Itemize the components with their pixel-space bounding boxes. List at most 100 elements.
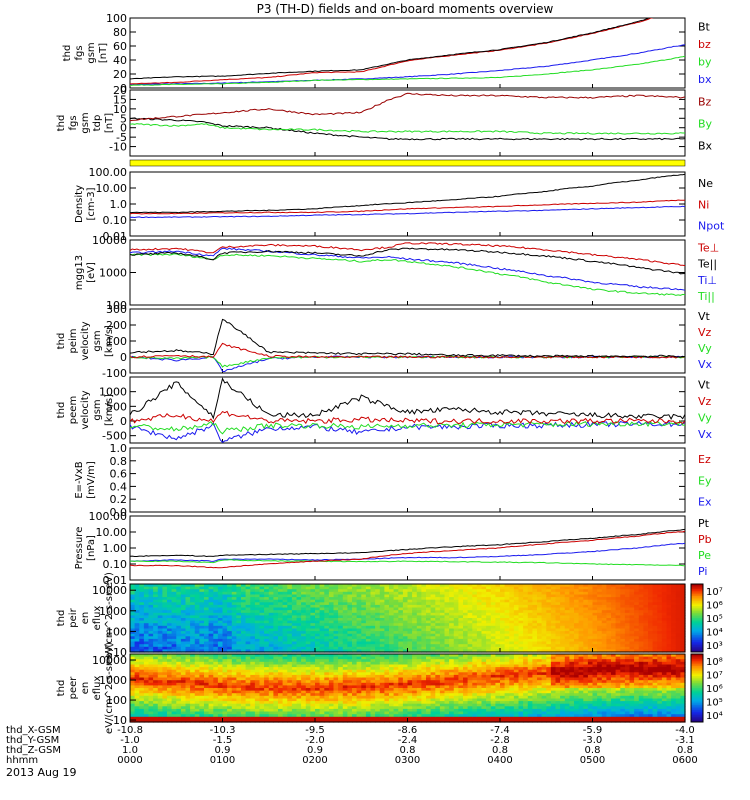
spectrogram-cell-peer-spectrogram <box>319 714 325 718</box>
y-tick-label-fgs-gsm: 0 <box>120 82 127 95</box>
spectrogram-cell-peer-spectrogram <box>333 674 339 679</box>
spectrogram-cell-peir-spectrogram <box>648 599 654 603</box>
spectrogram-cell-peir-spectrogram <box>601 633 607 637</box>
spectrogram-cell-peer-spectrogram <box>287 669 293 673</box>
spectrogram-cell-peir-spectrogram <box>282 589 288 593</box>
spectrogram-cell-peir-spectrogram <box>134 612 140 616</box>
spectrogram-cell-peir-spectrogram <box>583 599 589 603</box>
y-tick-label-density: 1.0 <box>110 198 128 211</box>
spectrogram-cell-peer-spectrogram <box>222 672 228 676</box>
spectrogram-cell-peer-spectrogram <box>217 708 224 713</box>
spectrogram-cell-peir-spectrogram <box>648 589 654 593</box>
spectrogram-cell-peir-spectrogram <box>199 620 205 624</box>
spectrogram-cell-peir-spectrogram <box>393 597 399 601</box>
panel-frame-fgs-gsm <box>129 17 686 89</box>
spectrogram-cell-peir-spectrogram <box>532 584 538 588</box>
spectrogram-cell-peir-spectrogram <box>481 646 487 650</box>
spectrogram-cell-peir-spectrogram <box>634 636 640 640</box>
spectrogram-cell-peir-spectrogram <box>518 594 524 598</box>
spectrogram-cell-peir-spectrogram <box>167 636 173 640</box>
spectrogram-cell-peer-spectrogram <box>291 719 298 723</box>
spectrogram-cell-peer-spectrogram <box>264 698 270 702</box>
spectrogram-cell-peir-spectrogram <box>458 615 464 619</box>
spectrogram-cell-peir-spectrogram <box>546 604 552 609</box>
spectrogram-cell-peir-spectrogram <box>171 628 177 632</box>
spectrogram-cell-peir-spectrogram <box>204 607 210 611</box>
spectrogram-cell-peir-spectrogram <box>620 636 626 640</box>
spectrogram-cell-peer-spectrogram <box>393 682 399 686</box>
spectrogram-cell-peir-spectrogram <box>666 636 672 640</box>
spectrogram-cell-peir-spectrogram <box>236 618 242 622</box>
y-tick-label-fgs-tdp: -5 <box>116 131 127 144</box>
spectrogram-cell-peir-spectrogram <box>643 646 649 650</box>
spectrogram-cell-peer-spectrogram <box>153 688 159 692</box>
colorbar-cell-peir-spectrogram <box>691 612 703 616</box>
spectrogram-cell-peir-spectrogram <box>592 602 598 606</box>
spectrogram-cell-peir-spectrogram <box>259 597 265 601</box>
spectrogram-cell-peer-spectrogram <box>278 674 284 679</box>
spectrogram-cell-peir-spectrogram <box>435 633 441 637</box>
spectrogram-cell-peir-spectrogram <box>222 620 228 624</box>
spectrogram-cell-peir-spectrogram <box>661 644 668 648</box>
spectrogram-cell-peir-spectrogram <box>241 625 247 629</box>
spectrogram-cell-peir-spectrogram <box>555 591 561 595</box>
spectrogram-cell-peer-spectrogram <box>291 708 298 713</box>
spectrogram-cell-peer-spectrogram <box>268 682 274 686</box>
spectrogram-cell-peir-spectrogram <box>541 638 547 643</box>
spectrogram-cell-peer-spectrogram <box>204 685 210 689</box>
spectrogram-cell-peir-spectrogram <box>495 618 501 622</box>
spectrogram-cell-peer-spectrogram <box>241 682 247 686</box>
spectrogram-cell-peir-spectrogram <box>564 584 570 588</box>
spectrogram-cell-peir-spectrogram <box>153 628 159 632</box>
spectrogram-cell-peir-spectrogram <box>504 646 510 650</box>
spectrogram-cell-peir-spectrogram <box>671 625 677 629</box>
spectrogram-cell-peer-spectrogram <box>342 701 348 705</box>
spectrogram-cell-peir-spectrogram <box>661 602 668 606</box>
spectrogram-cell-peir-spectrogram <box>490 586 496 590</box>
spectrogram-cell-peir-spectrogram <box>342 625 348 629</box>
spectrogram-cell-peir-spectrogram <box>643 633 649 637</box>
spectrogram-cell-peer-spectrogram <box>328 693 335 697</box>
spectrogram-cell-peir-spectrogram <box>523 649 529 653</box>
spectrogram-cell-peir-spectrogram <box>384 644 390 648</box>
spectrogram-cell-peir-spectrogram <box>537 644 543 648</box>
spectrogram-cell-peir-spectrogram <box>153 589 159 593</box>
y-tick-label-temperature: 1000 <box>99 267 127 280</box>
spectrogram-cell-peir-spectrogram <box>208 631 214 635</box>
spectrogram-cell-peer-spectrogram <box>268 706 274 710</box>
spectrogram-cell-peer-spectrogram <box>268 685 274 689</box>
spectrogram-cell-peer-spectrogram <box>291 667 298 671</box>
spectrogram-cell-peir-spectrogram <box>416 628 422 632</box>
spectrogram-cell-peir-spectrogram <box>472 594 478 598</box>
spectrogram-cell-peir-spectrogram <box>430 623 436 627</box>
colorbar-cell-peir-spectrogram <box>691 636 703 639</box>
spectrogram-cell-peir-spectrogram <box>583 649 589 653</box>
spectrogram-cell-peir-spectrogram <box>301 620 307 624</box>
y-tick-label-peir-spectrogram: 1000 <box>99 605 127 618</box>
spectrogram-cell-peer-spectrogram <box>347 680 353 684</box>
spectrogram-cell-peir-spectrogram <box>430 631 436 635</box>
spectrogram-cell-peir-spectrogram <box>472 623 478 627</box>
spectrogram-cell-peir-spectrogram <box>231 631 237 635</box>
spectrogram-cell-peir-spectrogram <box>241 612 247 616</box>
spectrogram-cell-peir-spectrogram <box>416 586 422 590</box>
spectrogram-cell-peer-spectrogram <box>259 659 265 663</box>
spectrogram-cell-peir-spectrogram <box>398 584 404 588</box>
spectrogram-cell-peir-spectrogram <box>365 636 372 640</box>
spectrogram-cell-peer-spectrogram <box>365 695 372 699</box>
spectrogram-cell-peer-spectrogram <box>162 708 168 713</box>
spectrogram-cell-peir-spectrogram <box>680 610 686 614</box>
spectrogram-cell-peir-spectrogram <box>634 586 640 590</box>
spectrogram-cell-peir-spectrogram <box>611 607 617 611</box>
spectrogram-cell-peir-spectrogram <box>231 620 237 624</box>
spectrogram-cell-peer-spectrogram <box>273 714 279 718</box>
series-group-fgs-tdp <box>130 92 685 141</box>
spectrogram-cell-peir-spectrogram <box>148 628 154 632</box>
spectrogram-cell-peir-spectrogram <box>426 646 432 650</box>
spectrogram-cell-peir-spectrogram <box>624 597 631 601</box>
spectrogram-cell-peir-spectrogram <box>143 586 150 590</box>
spectrogram-cell-peir-spectrogram <box>624 610 631 614</box>
spectrogram-cell-peir-spectrogram <box>592 646 598 650</box>
spectrogram-cell-peir-spectrogram <box>389 633 395 637</box>
spectrogram-cell-peer-spectrogram <box>227 667 233 671</box>
